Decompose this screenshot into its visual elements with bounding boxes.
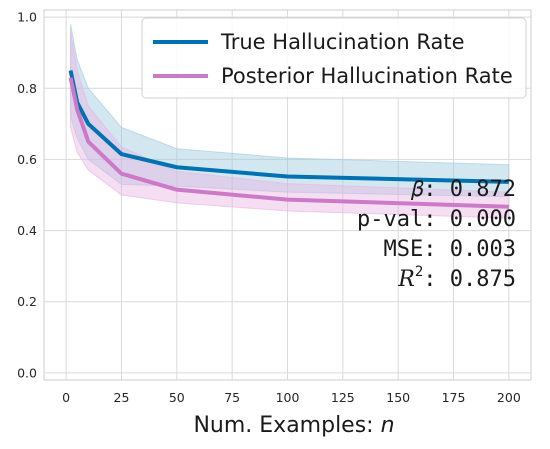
r2-value: : 0.875 bbox=[423, 267, 516, 292]
mse-stat: MSE: 0.003 bbox=[384, 237, 516, 262]
x-tick-label: 200 bbox=[497, 390, 521, 405]
r2-symbol: R bbox=[397, 267, 415, 292]
confidence-band-1 bbox=[70, 31, 510, 219]
x-tick-label: 50 bbox=[169, 390, 185, 405]
x-tick-label: 75 bbox=[224, 390, 240, 405]
legend-label-posterior: Posterior Hallucination Rate bbox=[221, 64, 513, 88]
y-tick-label: 0.2 bbox=[17, 294, 37, 309]
x-tick-label: 0 bbox=[62, 390, 70, 405]
x-axis-title: Num. Examples: n bbox=[193, 413, 394, 438]
confidence-bands bbox=[70, 24, 510, 219]
y-tick-label: 1.0 bbox=[17, 10, 37, 25]
legend: True Hallucination Rate Posterior Halluc… bbox=[141, 17, 527, 99]
series-lines bbox=[68, 70, 509, 209]
pval-stat: p-val: 0.000 bbox=[357, 207, 516, 232]
beta-stat: 𝛽: 0.872 bbox=[410, 177, 516, 202]
y-tick-label: 0.0 bbox=[17, 365, 37, 380]
r2-stat: R2: 0.875 bbox=[397, 264, 516, 292]
y-tick-label: 0.6 bbox=[17, 152, 37, 167]
legend-label-true: True Hallucination Rate bbox=[220, 30, 465, 54]
x-axis-title-text: Num. Examples: bbox=[193, 413, 380, 438]
x-tick-label: 25 bbox=[114, 390, 130, 405]
y-tick-label: 0.4 bbox=[17, 223, 37, 238]
y-tick-label: 0.8 bbox=[17, 81, 37, 96]
x-tick-label: 125 bbox=[331, 390, 355, 405]
x-tick-label: 150 bbox=[386, 390, 410, 405]
x-axis-title-variable: n bbox=[381, 413, 395, 438]
tick-labels: 0 25 50 75 100 125 150 175 200 0.0 0.2 0.4 0.6 0.8 1.0 bbox=[17, 10, 521, 405]
series-line-1 bbox=[68, 77, 509, 209]
x-tick-label: 175 bbox=[442, 390, 466, 405]
legend-box bbox=[141, 17, 527, 99]
statistics-annotation: 𝛽: 0.872 p-val: 0.000 MSE: 0.003 R2: 0.8… bbox=[357, 177, 516, 292]
x-tick-label: 100 bbox=[276, 390, 300, 405]
r2-superscript: 2 bbox=[415, 264, 423, 280]
